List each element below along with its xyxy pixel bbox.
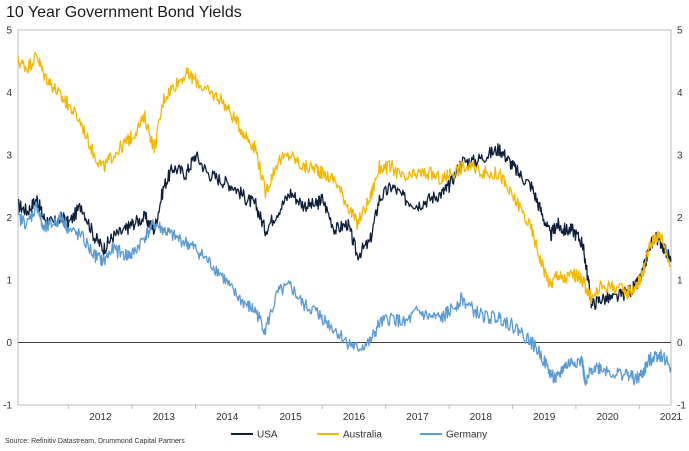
legend-label-germany: Germany: [446, 430, 487, 441]
chart-axes: [17, 29, 672, 406]
x-tick-label: 2020: [596, 412, 619, 423]
y-tick-label-right: 5: [677, 26, 683, 37]
x-tick-label: 2015: [279, 412, 302, 423]
legend-label-australia: Australia: [343, 430, 382, 441]
x-tick-label: 2012: [89, 412, 112, 423]
y-tick-label-right: 3: [677, 151, 683, 162]
y-tick-label-right: -1: [677, 401, 686, 412]
y-tick-label-left: 0: [6, 338, 12, 349]
x-tick-label: 2018: [470, 412, 493, 423]
source-note: Source: Refinitiv Datastream, Drummond C…: [5, 438, 185, 445]
y-tick-label-right: 0: [677, 338, 683, 349]
y-tick-label-left: 2: [6, 213, 12, 224]
x-tick-label: 2016: [343, 412, 366, 423]
y-tick-label-left: 3: [6, 151, 12, 162]
y-ticks-right: -1 0 1 2 3 4 5: [677, 26, 686, 412]
x-tick-label: 2013: [153, 412, 176, 423]
x-tick-label: 2014: [216, 412, 239, 423]
chart-title: 10 Year Government Bond Yields: [6, 4, 242, 21]
y-tick-label-right: 1: [677, 276, 683, 287]
y-tick-label-left: -1: [3, 401, 12, 412]
series-line-australia: [17, 51, 672, 305]
series-line-usa: [17, 143, 672, 311]
x-ticks: 2012 2013 2014 2015 2016 2017 2018 2019 2020 2021: [68, 405, 683, 423]
x-tick-label: 2019: [533, 412, 556, 423]
y-tick-label-left: 5: [6, 26, 12, 37]
y-tick-label-right: 4: [677, 88, 683, 99]
legend-label-usa: USA: [257, 430, 278, 441]
y-tick-label-left: 1: [6, 276, 12, 287]
x-tick-label: 2017: [406, 412, 429, 423]
y-ticks-left: -1 0 1 2 3 4 5: [3, 26, 12, 412]
x-tick-label: 2021: [660, 412, 683, 423]
y-tick-label-left: 4: [6, 88, 12, 99]
series-lines: [17, 51, 672, 386]
y-tick-label-right: 2: [677, 213, 683, 224]
plot-frame: [17, 29, 672, 406]
legend: USA Australia Germany: [231, 430, 487, 441]
series-line-germany: [17, 201, 672, 386]
